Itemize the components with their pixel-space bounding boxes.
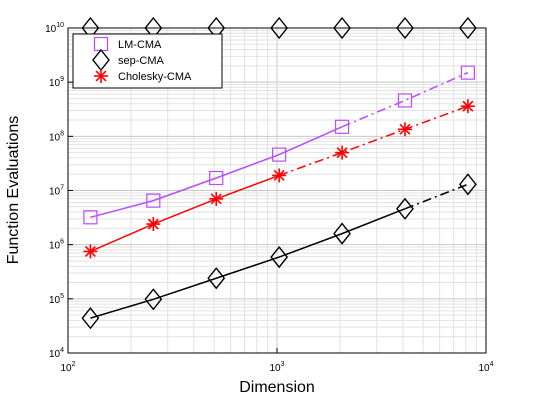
data-point [272, 147, 287, 162]
data-point [272, 168, 287, 183]
x-tick-label: 102 [60, 361, 75, 374]
legend-marker [94, 69, 108, 83]
top-data-point [396, 16, 414, 40]
ticks: 102 103 104 104 105 106 107 108 109 1010 [45, 22, 494, 374]
top-data-point [333, 16, 351, 40]
y-tick-label: 106 [49, 239, 64, 252]
legend-item: Cholesky-CMA [94, 69, 192, 83]
data-point [83, 244, 98, 259]
data-point [270, 245, 289, 269]
y-tick-label: 107 [49, 185, 64, 198]
x-tick-label: 103 [269, 361, 284, 374]
series-1 [83, 65, 475, 225]
series-line-solid [90, 174, 280, 253]
data-point [460, 99, 475, 114]
top-data-point [270, 16, 289, 40]
data-point [396, 197, 414, 220]
data-point [460, 65, 475, 80]
data-point [209, 170, 224, 186]
y-tick-label: 1010 [45, 22, 64, 35]
data-point [397, 93, 413, 108]
data-point [333, 222, 351, 245]
y-tick-label: 105 [49, 293, 64, 306]
y-tick-label: 108 [49, 130, 64, 143]
data-point [81, 307, 100, 330]
data-point [207, 267, 226, 290]
data-point [83, 210, 98, 225]
legend-label: Cholesky-CMA [118, 71, 192, 83]
y-tick-label: 109 [49, 76, 64, 89]
data-point [144, 288, 163, 311]
series-line-solid [90, 208, 406, 319]
series-line-solid [90, 126, 343, 219]
data-point [335, 145, 350, 160]
data-point [146, 193, 161, 208]
data-point [459, 173, 477, 196]
data-point [397, 122, 412, 137]
x-tick-label: 104 [478, 361, 493, 374]
legend: LM-CMA sep-CMA Cholesky-CMA [72, 33, 223, 89]
series-line-dashdot [341, 71, 469, 128]
legend-label: sep-CMA [118, 55, 165, 67]
legend-label: LM-CMA [118, 39, 162, 51]
y-tick-label: 104 [49, 347, 64, 360]
y-axis-label: Function Evaluations [5, 116, 22, 265]
data-point [146, 217, 161, 232]
data-point [209, 191, 224, 206]
series-line-dashdot [404, 183, 469, 210]
data-point [334, 119, 350, 134]
series-3 [83, 99, 475, 259]
x-axis-label: Dimension [239, 379, 315, 396]
series-line-dashdot [278, 105, 469, 177]
top-data-point [459, 16, 477, 40]
